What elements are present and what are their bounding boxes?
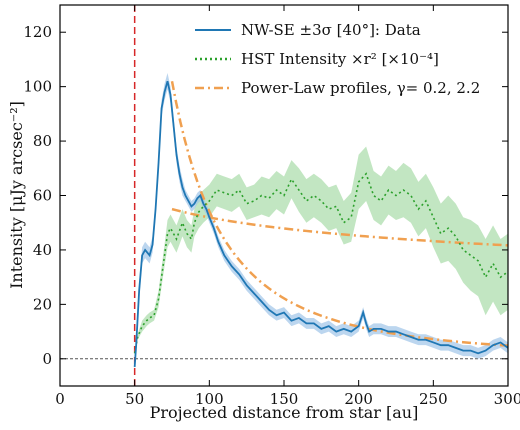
y-axis-label: Intensity [μJy arcsec⁻²] [7, 101, 26, 289]
legend-label-2: HST Intensity ×r² [×10⁻⁴] [241, 50, 439, 68]
data-profile-line [133, 80, 508, 368]
x-tick-label: 100 [195, 390, 224, 408]
y-tick-label: 60 [33, 187, 52, 205]
y-tick-label: 0 [42, 350, 52, 368]
legend-label-3: Power-Law profiles, γ= 0.2, 2.2 [241, 79, 480, 97]
y-tick-label: 100 [23, 78, 52, 96]
y-tick-label: 20 [33, 295, 52, 313]
power-law-curve-gamma-2-2 [170, 80, 508, 347]
x-tick-label: 50 [125, 390, 144, 408]
x-tick-label: 0 [55, 390, 65, 408]
x-tick-label: 150 [270, 390, 299, 408]
x-tick-label: 200 [344, 390, 373, 408]
x-axis-label: Projected distance from star [au] [150, 403, 419, 422]
y-tick-label: 40 [33, 241, 52, 259]
legend: NW-SE ±3σ [40°]: Data HST Intensity ×r² [… [195, 21, 480, 97]
plot-content [60, 5, 508, 386]
x-tick-label: 300 [494, 390, 520, 408]
x-tick-label: 250 [419, 390, 448, 408]
y-tick-label: 80 [33, 132, 52, 150]
axis-ticks: 0 50 100 150 200 250 300 0 20 40 60 80 100 120 [23, 5, 520, 408]
y-tick-label: 120 [23, 23, 52, 41]
hst-uncertainty-band [134, 146, 508, 357]
power-law-curve-gamma-0-2 [171, 207, 508, 247]
legend-label-1: NW-SE ±3σ [40°]: Data [241, 21, 421, 39]
